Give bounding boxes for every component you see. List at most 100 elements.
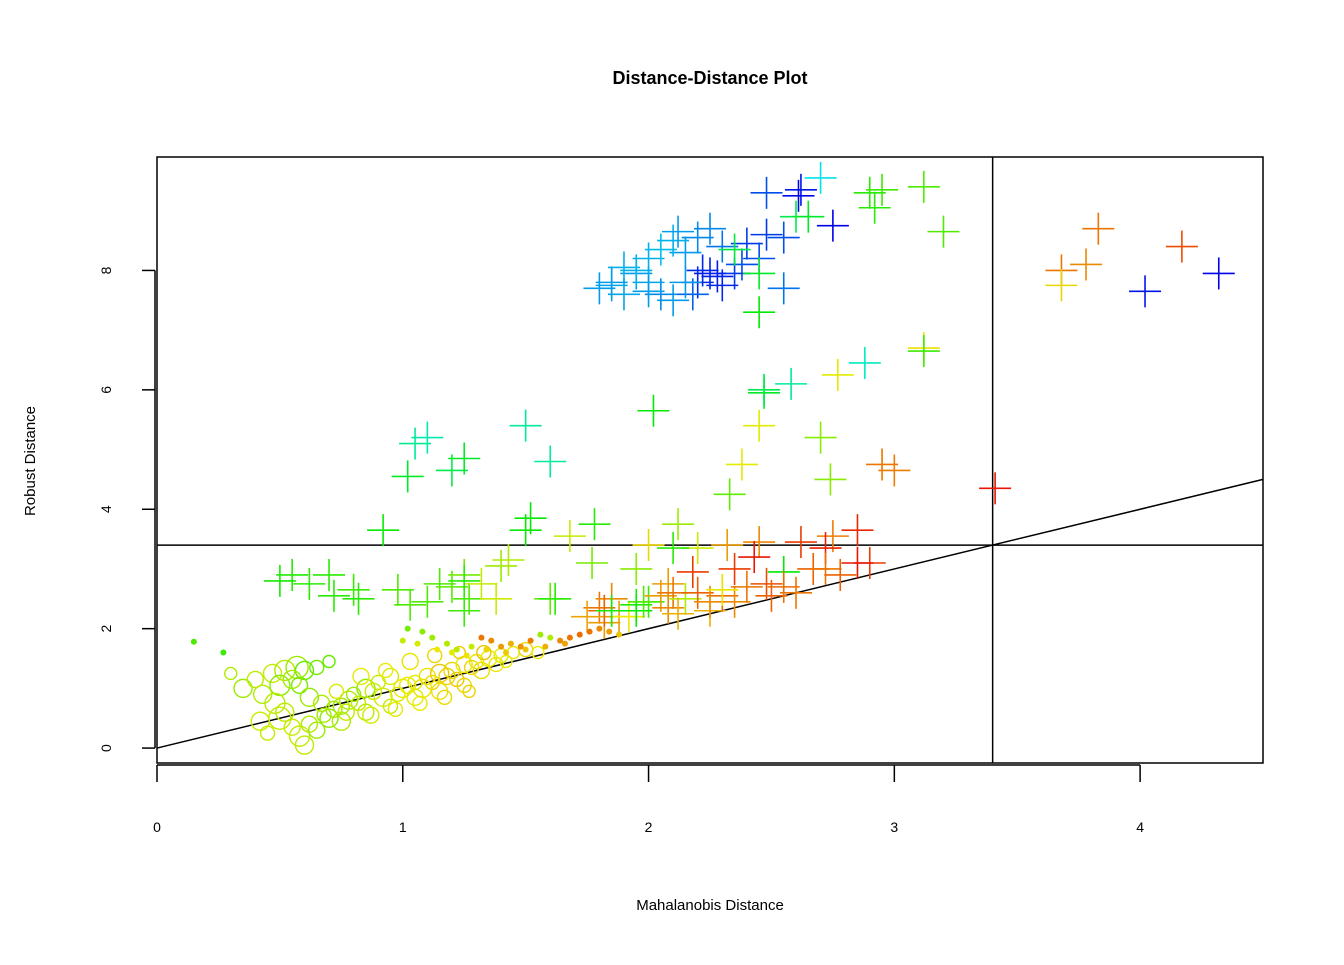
data-point-cross [780, 576, 813, 609]
data-point-cross [669, 236, 702, 269]
data-point-cross [738, 541, 771, 574]
data-point-cross [979, 472, 1012, 505]
data-point-circle [233, 678, 253, 699]
data-point-circle [463, 659, 480, 676]
data-point-dot [448, 649, 455, 656]
data-point-cross [676, 555, 709, 588]
data-point-cross [492, 544, 525, 577]
data-point-dot [498, 643, 505, 650]
data-point-circle [476, 644, 492, 661]
data-point-cross [576, 546, 609, 579]
data-point-cross [1045, 269, 1078, 302]
data-point-dot [404, 625, 411, 632]
data-point-cross [821, 358, 854, 391]
data-point-cross [644, 579, 677, 612]
data-point-dot [434, 646, 441, 653]
data-point-cross [411, 421, 444, 454]
data-point-circle [262, 663, 283, 684]
data-point-cross [718, 233, 751, 266]
data-point-circle [462, 684, 476, 699]
data-point-cross [662, 215, 695, 248]
data-point-cross [848, 346, 881, 379]
data-point-dot [220, 649, 227, 656]
data-point-dot [468, 643, 475, 650]
data-point-cross [907, 170, 940, 203]
data-point-circle [488, 656, 504, 673]
data-point-circle [438, 667, 456, 686]
data-point-cross [730, 570, 763, 603]
data-point-circle [436, 689, 453, 706]
data-point-cross [694, 257, 726, 290]
data-point-cross [620, 594, 653, 627]
data-point-cross [448, 442, 481, 475]
data-point-dot [399, 637, 406, 644]
data-point-cross [632, 529, 665, 562]
data-point-circle [309, 659, 325, 676]
data-point-cross [539, 582, 572, 615]
data-point-cross [743, 296, 776, 329]
data-point-cross [804, 421, 837, 454]
plot-area [156, 157, 1264, 763]
data-point-cross [480, 582, 513, 615]
data-point-cross [627, 585, 660, 618]
data-point-cross [767, 570, 800, 603]
data-point-cross [711, 529, 744, 562]
data-point-cross [681, 576, 714, 609]
data-point-circle [299, 687, 320, 708]
data-point-circle [312, 694, 331, 712]
data-point-circle [288, 725, 311, 747]
data-point-cross [1070, 248, 1103, 281]
data-point-cross [784, 173, 817, 206]
data-point-circle [316, 707, 332, 723]
data-point-circle [224, 666, 238, 681]
data-point-dot [547, 634, 554, 641]
data-point-cross [337, 573, 370, 606]
data-point-cross [866, 173, 899, 206]
data-point-cross [725, 248, 758, 281]
data-point-dot [483, 646, 490, 653]
data-point-cross [509, 514, 542, 547]
data-point-circle [364, 682, 382, 701]
data-point-circle [252, 684, 273, 705]
data-point-circle [332, 697, 351, 715]
data-point-cross [607, 278, 640, 311]
data-point-dot [561, 640, 568, 647]
data-point-cross [706, 573, 739, 606]
data-point-dot [507, 640, 514, 647]
data-point-cross [644, 233, 677, 266]
data-point-cross [743, 526, 776, 559]
data-point-dot [566, 634, 573, 641]
data-point-cross [669, 266, 702, 299]
data-point-cross [743, 257, 776, 290]
data-point-cross [907, 335, 940, 368]
data-point-circle [430, 682, 449, 701]
data-point-cross [509, 409, 542, 442]
x-tick-label: 3 [890, 819, 898, 835]
data-point-cross [553, 520, 586, 553]
data-point-cross [435, 454, 468, 487]
data-point-cross [748, 373, 781, 406]
x-tick-label: 4 [1136, 819, 1144, 835]
data-point-dot [557, 637, 564, 644]
data-point-cross [927, 215, 960, 248]
data-point-cross [694, 585, 726, 618]
data-point-cross [858, 191, 891, 224]
data-point-cross [534, 445, 567, 478]
data-point-cross [676, 278, 709, 311]
data-point-cross [607, 251, 640, 284]
data-point-cross [730, 227, 763, 260]
y-tick-label: 4 [98, 505, 114, 513]
data-point-cross [465, 567, 498, 600]
data-point-circle [290, 676, 309, 695]
data-point-cross [644, 278, 677, 311]
data-point-dot [488, 637, 495, 644]
data-point-dot [537, 631, 544, 638]
data-point-cross [612, 600, 645, 633]
data-point-cross [750, 567, 783, 600]
data-point-cross [669, 582, 702, 615]
data-point-circle [259, 725, 276, 741]
data-point-cross [681, 221, 714, 254]
data-point-circle [269, 674, 291, 697]
